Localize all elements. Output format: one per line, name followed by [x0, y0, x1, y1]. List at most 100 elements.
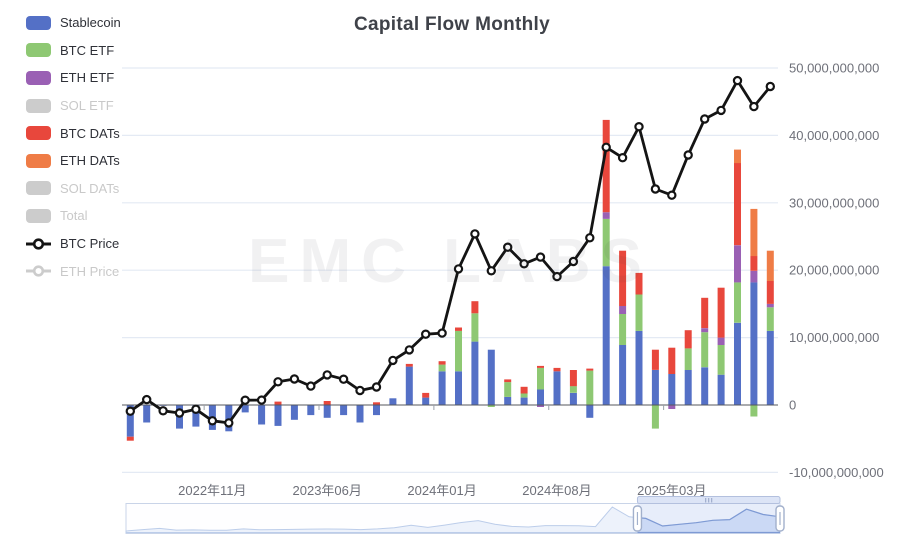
bar-segment: [323, 405, 331, 418]
bar-segment: [684, 370, 692, 405]
legend-swatch-sol_etf: [26, 98, 51, 113]
price-point: [224, 418, 234, 428]
legend-item-total[interactable]: Total: [26, 202, 121, 230]
legend-item-btc_price[interactable]: BTC Price: [26, 230, 121, 258]
price-point: [421, 329, 431, 339]
bar-segment: [520, 393, 528, 398]
bar-segment: [438, 364, 446, 372]
bar-segment: [126, 405, 134, 437]
bar-segment: [438, 361, 446, 365]
bar-segment: [750, 405, 758, 417]
bar-segment: [766, 330, 774, 405]
bar-segment: [701, 328, 709, 333]
bar-segment: [602, 212, 610, 219]
price-point: [404, 345, 414, 355]
bar-segment: [373, 402, 380, 405]
bar-segment: [504, 379, 512, 383]
legend: Stablecoin BTC ETF ETH ETF SOL ETF BTC DATs E…: [26, 9, 121, 285]
legend-label-eth_price: ETH Price: [60, 263, 120, 279]
datazoom-minichart-selected: [637, 508, 781, 534]
legend-item-eth_etf[interactable]: ETH ETF: [26, 64, 121, 92]
price-point: [355, 385, 365, 396]
bar-segment: [192, 405, 200, 427]
legend-item-sol_dats[interactable]: SOL DATs: [26, 175, 121, 203]
legend-swatch-btc_etf: [26, 43, 51, 58]
bar-segment: [717, 374, 725, 405]
price-point: [650, 184, 661, 194]
price-point: [322, 370, 332, 380]
price-point: [470, 229, 480, 239]
bar-segment: [356, 405, 364, 423]
bar-segment: [405, 366, 413, 405]
bar-segment: [684, 330, 692, 349]
bar-segment: [389, 398, 397, 405]
price-point: [388, 355, 398, 366]
bar-segment: [734, 149, 741, 164]
grid-layer: 50,000,000,000 40,000,000,000 30,000,000,0…: [122, 61, 884, 480]
price-point: [273, 377, 283, 387]
x-axis-label: 2023年06月: [293, 483, 362, 498]
bar-segment: [668, 374, 676, 405]
legend-label-btc_dats: BTC DATs: [60, 125, 120, 141]
bar-segment: [734, 245, 741, 283]
bar-segment: [504, 396, 512, 405]
bar-segment: [520, 397, 528, 405]
bar-segment: [734, 163, 741, 246]
x-axis-label: 2024年01月: [407, 483, 476, 498]
price-point: [338, 374, 349, 384]
bar-segment: [701, 297, 709, 329]
bar-segment: [766, 303, 774, 308]
bar-segment: [668, 347, 676, 374]
price-point: [519, 259, 529, 269]
legend-item-eth_dats[interactable]: ETH DATs: [26, 147, 121, 175]
bar-segment: [734, 282, 741, 323]
legend-label-total: Total: [60, 208, 88, 224]
bar-segment: [126, 436, 134, 441]
page-title: Capital Flow Monthly: [354, 14, 550, 35]
price-point: [437, 328, 447, 338]
x-axis-layer: 2022年11月 2023年06月 2024年01月 2024年08月 2025年03月: [122, 404, 778, 498]
bar-segment: [586, 368, 594, 371]
price-point: [700, 114, 710, 124]
bar-segment: [569, 392, 577, 405]
bar-segment: [323, 401, 331, 405]
y-axis-label: -10,000,000,000: [789, 465, 884, 480]
y-axis-label: 10,000,000,000: [789, 330, 879, 345]
bar-segment: [586, 405, 594, 418]
legend-item-btc_dats[interactable]: BTC DATs: [26, 119, 121, 147]
bar-segment: [766, 250, 774, 281]
y-axis-label: 50,000,000,000: [789, 61, 879, 76]
bar-segment: [586, 370, 594, 405]
y-axis-label: 40,000,000,000: [789, 128, 879, 143]
legend-swatch-eth_etf: [26, 70, 51, 85]
legend-item-eth_price[interactable]: ETH Price: [26, 257, 121, 285]
bar-segment: [520, 386, 528, 394]
bar-segment: [750, 282, 758, 405]
price-point: [174, 408, 185, 418]
price-point: [683, 150, 693, 160]
bar-segment: [602, 119, 610, 213]
legend-label-eth_dats: ETH DATs: [60, 153, 120, 169]
bar-segment: [487, 349, 495, 405]
bar-segment: [471, 301, 479, 314]
price-point: [289, 374, 300, 384]
legend-label-sol_etf: SOL ETF: [60, 98, 114, 114]
legend-swatch-sol_dats: [26, 181, 51, 196]
price-point: [453, 264, 464, 274]
price-point: [585, 233, 595, 243]
price-point: [732, 75, 743, 86]
bar-segment: [274, 401, 282, 405]
bars-layer: [126, 119, 774, 441]
bar-segment: [701, 332, 709, 368]
legend-item-sol_etf[interactable]: SOL ETF: [26, 92, 121, 120]
bar-segment: [422, 392, 430, 398]
price-point: [306, 381, 316, 391]
x-axis-label: 2024年08月: [522, 483, 591, 498]
legend-item-stablecoin[interactable]: Stablecoin: [26, 9, 121, 37]
legend-item-btc_etf[interactable]: BTC ETF: [26, 37, 121, 65]
bar-segment: [766, 281, 774, 304]
datazoom-slider[interactable]: [125, 496, 785, 534]
bar-segment: [537, 367, 544, 390]
bar-segment: [143, 405, 151, 423]
